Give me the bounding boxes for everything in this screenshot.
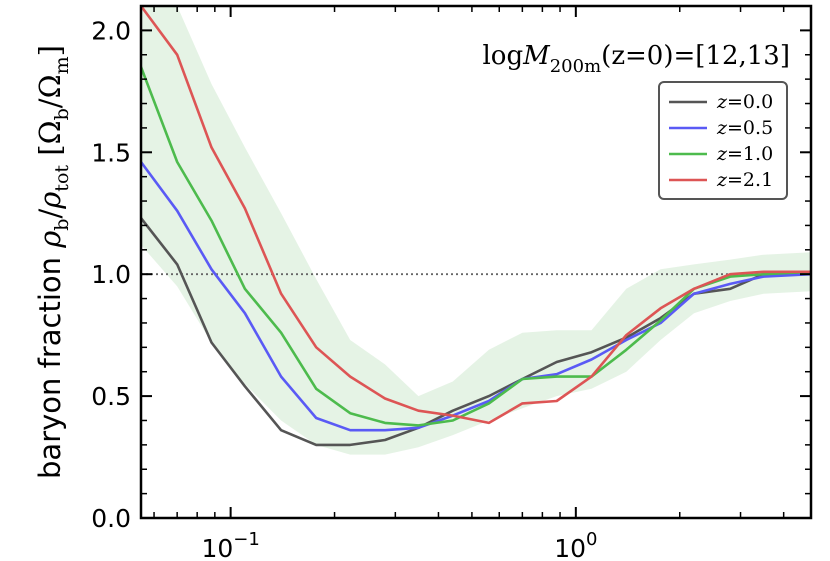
legend-box [658, 81, 788, 200]
y-tick-label: 1.0 [91, 260, 131, 289]
scatter-band [141, 6, 811, 455]
mass-bin-annotation: logM200m(z=0)=[12,13] [482, 41, 790, 77]
series-line-z1-0 [141, 66, 811, 427]
x-tick-label: 100 [554, 529, 597, 561]
y-tick-label: 0.0 [91, 504, 131, 533]
y-tick-label: 0.5 [91, 382, 131, 411]
legend-label-z0-0: z=0.0 [716, 91, 773, 113]
legend-label-z1-0: z=1.0 [716, 143, 773, 165]
y-axis-label: baryon fraction ρb/ρtot [Ωb/Ωm] [33, 45, 73, 479]
legend-label-z0-5: z=0.5 [716, 117, 773, 139]
series-line-z0-5 [141, 161, 811, 432]
y-tick-label: 2.0 [91, 16, 131, 45]
plot-frame [139, 4, 813, 520]
x-tick-label: 10−1 [201, 529, 259, 561]
series-line-z2-1 [141, 6, 811, 425]
legend-label-z2-1: z=2.1 [716, 169, 773, 191]
y-tick-label: 1.5 [91, 138, 131, 167]
legend: z=0.0 z=0.5 z=1.0 z=2.1 [658, 81, 788, 200]
